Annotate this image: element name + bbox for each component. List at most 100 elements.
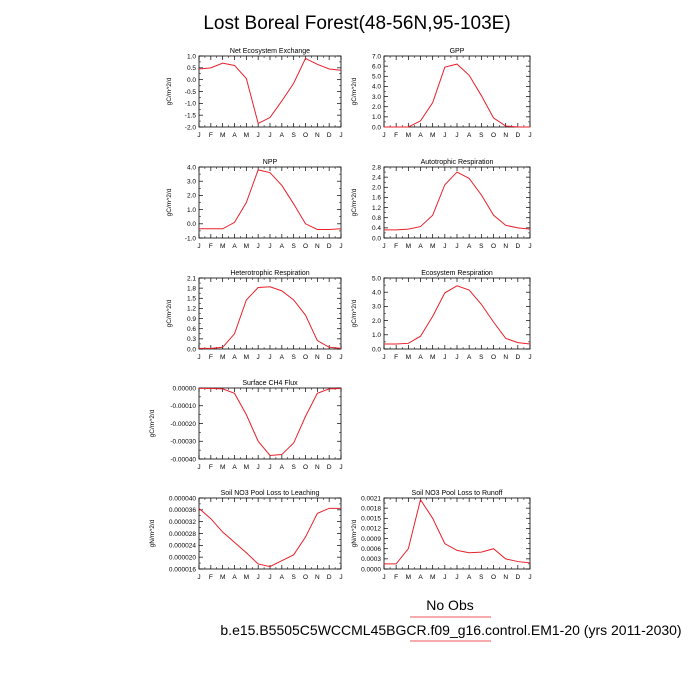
x-tick-label: M (406, 354, 411, 361)
x-tick-label: A (467, 574, 472, 581)
series-line (384, 498, 531, 565)
x-tick-label: A (232, 574, 237, 581)
y-tick-label: 0.0018 (361, 505, 381, 512)
x-tick-label: J (257, 243, 260, 250)
y-tick-label: 1.2 (187, 306, 196, 313)
x-tick-label: M (220, 574, 225, 581)
x-tick-label: D (515, 574, 520, 581)
y-axis-label: gC/m^2/d (166, 188, 173, 216)
x-tick-label: D (327, 243, 332, 250)
plot-frame (383, 166, 531, 239)
x-tick-label: J (382, 243, 385, 250)
y-tick-label: 4.0 (187, 164, 196, 171)
x-tick-label: M (220, 464, 225, 471)
y-tick-label: 2.0 (372, 185, 381, 192)
x-tick-label: M (430, 132, 435, 139)
x-tick-label: F (394, 132, 398, 139)
x-tick-label: J (339, 354, 342, 361)
panel-title: Soil NO3 Pool Loss to Runoff (412, 490, 503, 497)
x-tick-label: J (339, 243, 342, 250)
x-tick-label: J (528, 243, 531, 250)
x-tick-label: O (491, 132, 496, 139)
y-tick-label: -1.0 (185, 235, 197, 242)
x-tick-label: A (280, 464, 285, 471)
y-tick-label: 5.0 (372, 275, 381, 282)
y-tick-label: 0.0012 (361, 526, 381, 533)
x-tick-label: A (232, 354, 237, 361)
x-tick-label: J (257, 132, 260, 139)
x-tick-label: D (515, 354, 520, 361)
y-tick-label: 0.000040 (169, 495, 196, 502)
series-line (198, 57, 342, 125)
x-tick-label: J (455, 354, 458, 361)
x-tick-label: M (430, 354, 435, 361)
x-tick-label: J (443, 354, 446, 361)
x-tick-label: J (382, 354, 385, 361)
panel-title: Net Ecosystem Exchange (230, 48, 310, 55)
x-tick-label: F (209, 464, 213, 471)
y-tick-label: 0.0006 (361, 546, 381, 553)
y-tick-label: 0.0 (187, 346, 196, 353)
y-tick-label: 0.000016 (169, 566, 196, 573)
y-tick-label: 0.0 (187, 77, 196, 84)
x-tick-label: M (430, 243, 435, 250)
panel-8: Soil NO3 Pool Loss to Leaching gN/m^2/d J F… (149, 490, 343, 581)
y-tick-label: 1.6 (372, 195, 381, 202)
x-tick-label: J (268, 354, 271, 361)
x-tick-label: M (406, 574, 411, 581)
y-tick-label: 1.0 (372, 114, 381, 121)
x-tick-label: J (528, 354, 531, 361)
x-tick-label: F (394, 354, 398, 361)
x-tick-label: J (268, 243, 271, 250)
series-line (199, 286, 342, 349)
y-tick-label: 1.5 (187, 296, 196, 303)
x-tick-label: D (515, 243, 520, 250)
x-tick-label: A (467, 243, 472, 250)
x-tick-label: J (455, 243, 458, 250)
y-tick-label: 0.0009 (361, 536, 381, 543)
y-tick-label: 6.0 (372, 63, 381, 70)
x-tick-label: S (291, 243, 296, 250)
plot-frame (198, 387, 342, 460)
x-tick-label: N (503, 574, 508, 581)
x-tick-label: N (503, 132, 508, 139)
y-tick-label: 0.000024 (169, 543, 196, 550)
x-tick-label: A (418, 574, 423, 581)
series-line (199, 169, 342, 230)
panel-title: Surface CH4 Flux (242, 380, 298, 387)
y-tick-label: 0.6 (187, 326, 196, 333)
legend-no-obs-label: No Obs (426, 597, 473, 613)
x-tick-label: O (303, 132, 308, 139)
y-tick-label: -0.5 (185, 89, 197, 96)
x-tick-label: M (220, 132, 225, 139)
y-tick-label: 0.4 (372, 225, 381, 232)
x-tick-label: M (406, 243, 411, 250)
y-tick-label: 2.4 (372, 174, 381, 181)
legend-case-label: b.e15.B5505C5WCCML45BGCR.f09_g16.control… (220, 622, 681, 638)
x-tick-label: M (244, 464, 249, 471)
x-tick-label: M (244, 243, 249, 250)
y-tick-label: 4.0 (372, 290, 381, 297)
x-tick-label: S (291, 132, 296, 139)
x-tick-label: A (232, 243, 237, 250)
series-line (384, 285, 531, 345)
panel-title: Ecosystem Respiration (421, 270, 493, 277)
x-tick-label: N (503, 354, 508, 361)
x-tick-label: A (232, 464, 237, 471)
x-tick-label: J (339, 132, 342, 139)
y-tick-label: 0.0015 (361, 516, 381, 523)
x-tick-label: O (303, 574, 308, 581)
x-tick-label: J (197, 132, 200, 139)
x-tick-label: A (418, 132, 423, 139)
y-tick-label: 0.0 (187, 221, 196, 228)
x-tick-label: J (197, 574, 200, 581)
x-tick-label: J (268, 464, 271, 471)
x-tick-label: J (528, 132, 531, 139)
